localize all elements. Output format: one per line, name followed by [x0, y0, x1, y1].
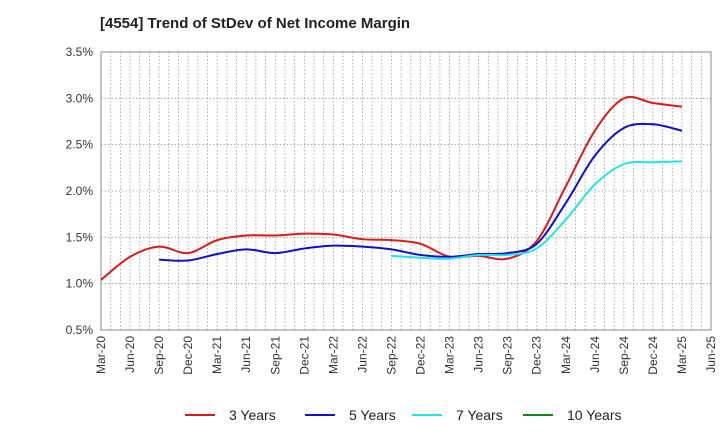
y-tick-label: 2.5% [66, 138, 94, 152]
x-tick-label: Jun-23 [472, 336, 486, 373]
legend-swatch [305, 414, 335, 416]
legend-swatch [412, 414, 442, 416]
x-tick-label: Mar-20 [94, 336, 108, 374]
y-tick-label: 1.0% [66, 277, 94, 291]
x-tick-label: Jun-21 [239, 336, 253, 373]
legend-item: 3 Years [185, 404, 276, 426]
chart-title: [4554] Trend of StDev of Net Income Marg… [100, 15, 411, 32]
x-tick-label: Dec-24 [646, 336, 660, 375]
x-tick-label: Sep-20 [152, 336, 166, 375]
legend-item: 5 Years [305, 404, 396, 426]
y-tick-labels: 0.5% 1.0% 1.5% 2.0% 2.5% 3.0% 3.5% [66, 45, 94, 337]
axes [100, 51, 712, 331]
grid [100, 51, 712, 331]
legend-swatch [185, 414, 215, 416]
x-tick-label: Dec-22 [414, 336, 428, 375]
y-tick-label: 2.0% [66, 184, 94, 198]
x-tick-label: Jun-20 [123, 336, 137, 373]
legend-swatch [523, 414, 553, 416]
legend-label: 7 Years [456, 407, 503, 423]
x-tick-label: Mar-25 [675, 336, 689, 374]
series-lines [100, 95, 683, 281]
y-tick-label: 3.5% [66, 45, 94, 59]
x-tick-label: Jun-25 [704, 336, 718, 373]
x-tick-label: Dec-23 [530, 336, 544, 375]
legend: 3 Years 5 Years 7 Years 10 Years [0, 404, 720, 426]
plot-frame [100, 51, 712, 331]
x-tick-label: Jun-24 [588, 336, 602, 373]
legend-label: 10 Years [567, 407, 622, 423]
legend-item: 10 Years [523, 404, 622, 426]
x-tick-label: Mar-22 [326, 336, 340, 374]
x-tick-labels: Mar-20 Jun-20 Sep-20 Dec-20 Mar-21 Jun-21 Sep-… [94, 336, 718, 375]
legend-item: 7 Years [412, 404, 503, 426]
y-tick-label: 1.5% [66, 230, 94, 244]
x-tick-label: Sep-23 [501, 336, 515, 375]
x-tick-label: Sep-21 [268, 336, 282, 375]
series-line-3-years [100, 95, 683, 281]
x-tick-label: Sep-22 [384, 336, 398, 375]
series-line-7-years [391, 160, 682, 260]
x-tick-label: Dec-20 [181, 336, 195, 375]
x-tick-label: Dec-21 [297, 336, 311, 375]
x-tick-label: Sep-24 [617, 336, 631, 375]
series-line-5-years [159, 122, 683, 262]
y-tick-label: 3.0% [66, 91, 94, 105]
x-tick-label: Mar-23 [443, 336, 457, 374]
x-tick-label: Jun-22 [355, 336, 369, 373]
legend-label: 3 Years [229, 407, 276, 423]
legend-label: 5 Years [349, 407, 396, 423]
y-tick-label: 0.5% [66, 323, 94, 337]
x-tick-label: Mar-24 [559, 336, 573, 374]
x-tick-label: Mar-21 [210, 336, 224, 374]
